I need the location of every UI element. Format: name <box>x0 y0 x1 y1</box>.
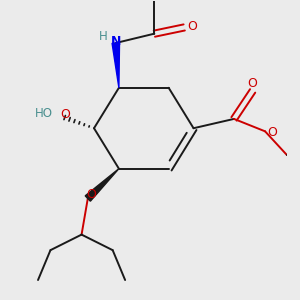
Polygon shape <box>112 43 119 88</box>
Text: HO: HO <box>35 107 53 120</box>
Text: N: N <box>111 35 122 48</box>
Text: O: O <box>248 77 258 90</box>
Text: O: O <box>87 188 97 201</box>
Text: O: O <box>61 108 70 121</box>
Text: O: O <box>188 20 197 33</box>
Text: O: O <box>268 126 278 139</box>
Text: H: H <box>99 30 108 43</box>
Polygon shape <box>85 169 119 201</box>
